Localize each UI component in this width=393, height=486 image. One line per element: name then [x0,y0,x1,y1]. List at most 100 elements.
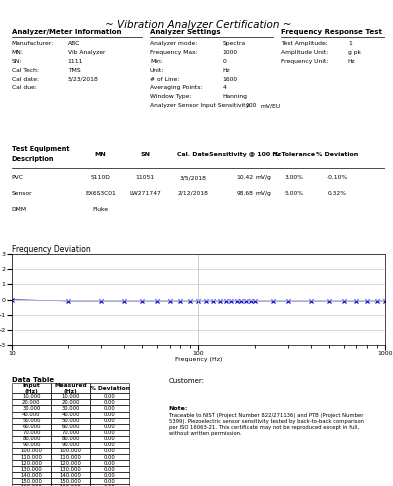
Text: 90.000: 90.000 [22,442,40,448]
Text: 11051: 11051 [136,175,155,180]
Text: Cal date:: Cal date: [12,77,39,82]
Bar [51,466,90,472]
Text: 0.00: 0.00 [104,449,116,453]
Text: 0.00: 0.00 [104,442,116,448]
Text: 110.000: 110.000 [20,454,42,459]
Bar [90,412,129,417]
Text: 120.000: 120.000 [20,461,42,466]
Text: Cal Tech:: Cal Tech: [12,68,39,73]
Text: 50.000: 50.000 [22,418,40,423]
Text: 120.000: 120.000 [60,461,81,466]
Text: Fluke: Fluke [92,207,108,212]
Text: PVC: PVC [12,175,24,180]
Text: 0.00: 0.00 [104,400,116,405]
Text: MN: MN [95,152,107,157]
Text: Cal. Date: Cal. Date [177,152,209,157]
Text: 0.00: 0.00 [104,473,116,478]
Text: 160.000: 160.000 [60,485,81,486]
Text: Traceable to NIST (Project Number 822/271136) and PTB (Project Number
5399). Pie: Traceable to NIST (Project Number 822/27… [169,413,364,435]
Text: mV/g: mV/g [256,191,272,195]
Text: % Deviation: % Deviation [90,386,130,391]
Text: Note:: Note: [169,406,188,411]
Text: 160.000: 160.000 [20,485,42,486]
Bar [51,412,90,417]
Text: 0.00: 0.00 [104,461,116,466]
Bar [12,405,51,412]
Text: 0.00: 0.00 [104,479,116,484]
Bar [12,454,51,460]
Text: DMM: DMM [12,207,27,212]
Text: 20.000: 20.000 [61,400,80,405]
Text: LW271747: LW271747 [129,191,161,195]
Text: Hanning: Hanning [223,94,248,99]
Text: 5.00%: 5.00% [284,191,303,195]
Bar [12,460,51,466]
Bar [90,466,129,472]
Text: Sensor: Sensor [12,191,32,195]
Text: Analyzer mode:: Analyzer mode: [150,41,197,46]
Text: Amplitude Unit:: Amplitude Unit: [281,50,328,55]
Text: 0.00: 0.00 [104,485,116,486]
Text: 2/12/2018: 2/12/2018 [177,191,208,195]
Bar [51,442,90,448]
Text: 4: 4 [223,86,226,90]
Text: Window Type:: Window Type: [150,94,191,99]
Text: ABC: ABC [68,41,80,46]
Bar [12,383,51,393]
Text: MN:: MN: [12,50,24,55]
Bar [12,417,51,424]
Text: g pk: g pk [348,50,361,55]
Text: EX6S3C01: EX6S3C01 [85,191,116,195]
Text: 40.000: 40.000 [22,412,40,417]
Text: Min:: Min: [150,59,163,64]
Text: 0.00: 0.00 [104,467,116,471]
Bar [90,399,129,405]
Text: 30.000: 30.000 [61,406,80,411]
Text: 20.000: 20.000 [22,400,40,405]
Bar [12,478,51,484]
Text: 90.000: 90.000 [61,442,80,448]
Text: Averaging Points:: Averaging Points: [150,86,202,90]
Text: 0.00: 0.00 [104,454,116,459]
Bar [12,448,51,454]
Bar [12,424,51,430]
Text: Hz: Hz [223,68,230,73]
Text: 110.000: 110.000 [60,454,81,459]
Bar [12,412,51,417]
Text: 5/23/2018: 5/23/2018 [68,77,99,82]
Bar [51,417,90,424]
Text: 140.000: 140.000 [20,473,42,478]
Bar [51,405,90,412]
Bar [12,466,51,472]
Text: 80.000: 80.000 [61,436,80,441]
Bar [12,484,51,486]
Bar [51,472,90,478]
Text: TMS: TMS [68,68,81,73]
Bar [90,383,129,393]
Text: 150.000: 150.000 [60,479,81,484]
Text: Sensitivity @ 100 Hz: Sensitivity @ 100 Hz [209,152,281,157]
Text: 0: 0 [223,59,226,64]
Bar [90,454,129,460]
Text: 40.000: 40.000 [61,412,80,417]
Text: Frequency Unit:: Frequency Unit: [281,59,328,64]
Bar [90,484,129,486]
Text: Frequency Response Test: Frequency Response Test [281,29,382,35]
Text: 0.00: 0.00 [104,412,116,417]
Bar [90,405,129,412]
Bar [51,436,90,442]
Text: -0.10%: -0.10% [327,175,348,180]
Text: % Tolerance: % Tolerance [273,152,315,157]
Text: Input
(Hz): Input (Hz) [22,383,40,394]
Bar [51,460,90,466]
Text: 0.00: 0.00 [104,424,116,429]
Text: Measured
(Hz): Measured (Hz) [54,383,87,394]
Bar [90,442,129,448]
Text: 130.000: 130.000 [20,467,42,471]
Text: 3/5/2018: 3/5/2018 [180,175,206,180]
Text: 1000: 1000 [223,50,238,55]
Text: 100: 100 [245,103,257,108]
Text: 140.000: 140.000 [60,473,81,478]
Bar [90,436,129,442]
Text: 100.000: 100.000 [20,449,42,453]
